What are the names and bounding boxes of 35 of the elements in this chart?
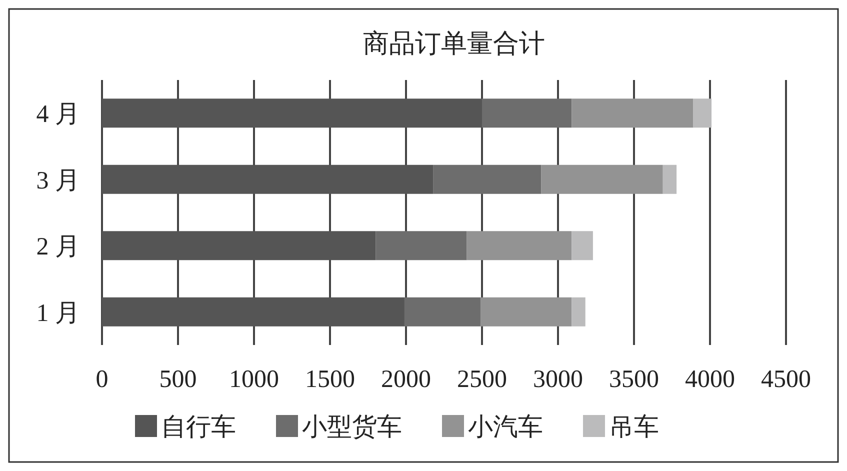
x-tick-label: 4500	[761, 366, 811, 393]
legend-label: 自行车	[161, 414, 236, 441]
x-tick-label: 2500	[457, 366, 507, 393]
bar	[572, 98, 694, 128]
bar	[572, 297, 586, 326]
legend-label: 吊车	[609, 414, 659, 441]
y-tick-label: 3 月	[36, 167, 80, 194]
bar	[102, 297, 404, 326]
legend-label: 小汽车	[468, 414, 543, 441]
bar	[102, 231, 376, 260]
bar	[572, 231, 593, 260]
legend-label: 小型货车	[302, 414, 402, 441]
x-tick-label: 0	[96, 366, 108, 393]
bar	[662, 164, 677, 194]
bar	[102, 164, 434, 194]
bar	[433, 164, 542, 194]
x-tick-label: 4000	[685, 366, 735, 393]
bar	[466, 231, 572, 260]
x-tick-label: 500	[159, 366, 197, 393]
x-tick-label: 2000	[381, 366, 431, 393]
x-tick-label: 1500	[305, 366, 355, 393]
chart-title: 商品订单量合计	[363, 29, 545, 58]
bar	[541, 164, 663, 194]
x-tick-label: 3000	[533, 366, 583, 393]
y-tick-label: 1 月	[36, 300, 80, 327]
bar	[480, 297, 572, 326]
y-tick-label: 2 月	[36, 234, 80, 261]
bar	[102, 98, 482, 128]
bar	[404, 297, 480, 326]
bar	[482, 98, 572, 128]
bar	[693, 98, 712, 128]
x-tick-label: 3500	[609, 366, 659, 393]
y-tick-label: 4 月	[36, 101, 80, 128]
bar	[376, 231, 467, 260]
x-tick-label: 1000	[229, 366, 279, 393]
